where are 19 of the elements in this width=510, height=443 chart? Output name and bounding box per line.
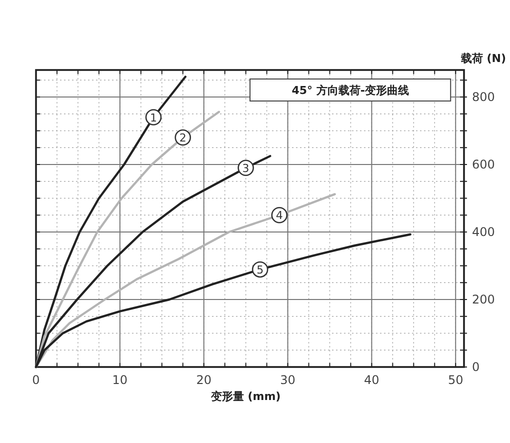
x-tick-label: 0 xyxy=(32,373,40,387)
x-tick-label: 40 xyxy=(364,373,380,387)
x-tick-label: 10 xyxy=(112,373,128,387)
x-tick-label: 20 xyxy=(196,373,212,387)
y-tick-label: 800 xyxy=(472,90,495,104)
series-label: 4 xyxy=(276,209,283,222)
y-tick-label: 0 xyxy=(472,360,480,374)
series-label: 3 xyxy=(242,162,250,175)
x-axis-title: 变形量 (mm) xyxy=(210,390,281,403)
x-tick-label: 30 xyxy=(280,373,296,387)
y-tick-label: 600 xyxy=(472,158,495,172)
y-axis-title: 载荷 (N) xyxy=(460,52,506,65)
x-tick-label: 50 xyxy=(448,373,464,387)
series-label: 1 xyxy=(150,111,157,124)
y-tick-label: 400 xyxy=(472,225,495,239)
title-box: 45° 方向载荷-变形曲线 xyxy=(250,78,452,102)
series-label: 2 xyxy=(179,132,186,144)
series-label: 5 xyxy=(256,263,264,276)
y-tick-label: 200 xyxy=(472,292,495,306)
